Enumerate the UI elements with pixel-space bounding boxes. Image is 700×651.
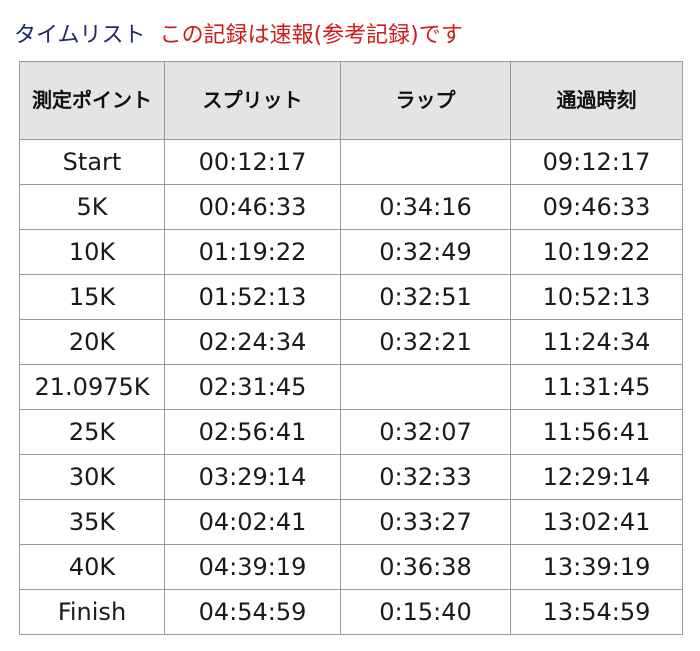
split-cell: 04:54:59: [164, 589, 341, 635]
lap-cell: 0:32:51: [340, 274, 511, 320]
provisional-notice: この記録は速報(参考記録)です: [159, 23, 463, 48]
lap-cell: 0:34:16: [340, 184, 511, 230]
passing-time-cell: 11:31:45: [510, 364, 683, 410]
checkpoint-cell: 25K: [19, 409, 165, 455]
table-row: Finish 04:54:59 0:15:40 13:54:59: [19, 589, 683, 635]
table-row: 20K 02:24:34 0:32:21 11:24:34: [19, 319, 683, 365]
split-cell: 02:56:41: [164, 409, 341, 455]
table-header: 測定ポイント スプリット ラップ 通過時刻: [19, 61, 683, 140]
table-row: 15K 01:52:13 0:32:51 10:52:13: [19, 274, 683, 320]
column-header-split: スプリット: [164, 61, 341, 140]
table-row: 21.0975K 02:31:45 11:31:45: [19, 364, 683, 410]
table-row: 10K 01:19:22 0:32:49 10:19:22: [19, 229, 683, 275]
table-row: 40K 04:39:19 0:36:38 13:39:19: [19, 544, 683, 590]
passing-time-cell: 12:29:14: [510, 454, 683, 500]
split-cell: 03:29:14: [164, 454, 341, 500]
table-body: Start 00:12:17 09:12:17 5K 00:46:33 0:34:16 09…: [19, 139, 683, 635]
lap-cell: 0:32:49: [340, 229, 511, 275]
split-cell: 00:46:33: [164, 184, 341, 230]
table-row: 25K 02:56:41 0:32:07 11:56:41: [19, 409, 683, 455]
lap-cell: [340, 139, 511, 185]
lap-cell: 0:32:33: [340, 454, 511, 500]
lap-cell: 0:33:27: [340, 499, 511, 545]
page-header: タイムリスト この記録は速報(参考記録)です: [14, 18, 463, 48]
column-header-checkpoint: 測定ポイント: [19, 61, 165, 140]
checkpoint-cell: 15K: [19, 274, 165, 320]
table-row: Start 00:12:17 09:12:17: [19, 139, 683, 185]
split-cell: 01:52:13: [164, 274, 341, 320]
passing-time-cell: 10:52:13: [510, 274, 683, 320]
lap-cell: 0:32:21: [340, 319, 511, 365]
table-row: 5K 00:46:33 0:34:16 09:46:33: [19, 184, 683, 230]
table-row: 30K 03:29:14 0:32:33 12:29:14: [19, 454, 683, 500]
checkpoint-cell: 35K: [19, 499, 165, 545]
passing-time-cell: 13:02:41: [510, 499, 683, 545]
passing-time-cell: 11:56:41: [510, 409, 683, 455]
passing-time-cell: 10:19:22: [510, 229, 683, 275]
lap-cell: 0:32:07: [340, 409, 511, 455]
split-cell: 01:19:22: [164, 229, 341, 275]
checkpoint-cell: 10K: [19, 229, 165, 275]
lap-cell: 0:15:40: [340, 589, 511, 635]
time-list-table: 測定ポイント スプリット ラップ 通過時刻 Start 00:12:17 09:12…: [19, 61, 683, 635]
checkpoint-cell: 40K: [19, 544, 165, 590]
checkpoint-cell: 5K: [19, 184, 165, 230]
split-cell: 02:24:34: [164, 319, 341, 365]
checkpoint-cell: 20K: [19, 319, 165, 365]
split-cell: 02:31:45: [164, 364, 341, 410]
passing-time-cell: 09:46:33: [510, 184, 683, 230]
column-header-passing-time: 通過時刻: [510, 61, 683, 140]
column-header-lap: ラップ: [340, 61, 511, 140]
split-cell: 04:02:41: [164, 499, 341, 545]
passing-time-cell: 09:12:17: [510, 139, 683, 185]
split-cell: 00:12:17: [164, 139, 341, 185]
table-row: 35K 04:02:41 0:33:27 13:02:41: [19, 499, 683, 545]
page-title: タイムリスト: [14, 23, 146, 48]
checkpoint-cell: 21.0975K: [19, 364, 165, 410]
header-row: 測定ポイント スプリット ラップ 通過時刻: [19, 61, 683, 140]
lap-cell: 0:36:38: [340, 544, 511, 590]
lap-cell: [340, 364, 511, 410]
checkpoint-cell: 30K: [19, 454, 165, 500]
split-cell: 04:39:19: [164, 544, 341, 590]
passing-time-cell: 11:24:34: [510, 319, 683, 365]
passing-time-cell: 13:54:59: [510, 589, 683, 635]
passing-time-cell: 13:39:19: [510, 544, 683, 590]
checkpoint-cell: Finish: [19, 589, 165, 635]
checkpoint-cell: Start: [19, 139, 165, 185]
